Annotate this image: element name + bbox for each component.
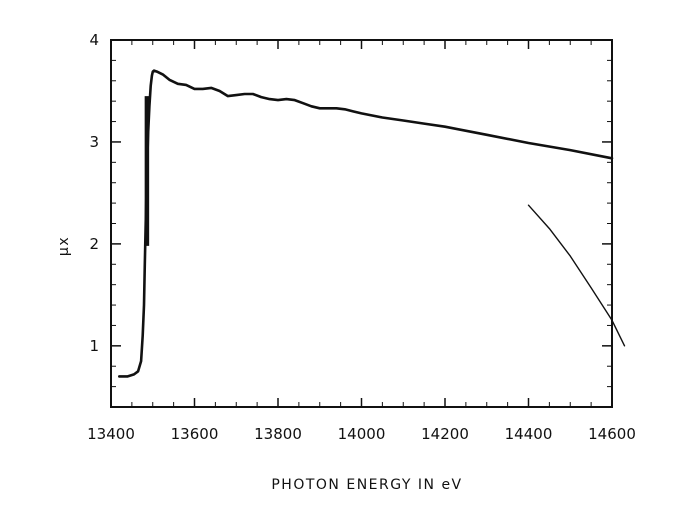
- x-tick-label: 14400: [505, 425, 553, 443]
- x-tick-label: 13400: [87, 425, 135, 443]
- tick-labels: 13400 13600 13800 14000 14200 14400 14600 1 2 3 4: [87, 31, 636, 443]
- plot-border: [110, 39, 613, 408]
- y-tick-label: 4: [89, 31, 99, 49]
- y-axis-title: μx: [56, 236, 72, 256]
- y-tick-label: 1: [89, 337, 99, 355]
- absorption-curve: [118, 69, 614, 378]
- x-tick-label: 14000: [338, 425, 386, 443]
- x-tick-label: 14200: [421, 425, 469, 443]
- y-tick-label: 3: [89, 133, 99, 151]
- x-tick-label: 13600: [171, 425, 219, 443]
- axis-ticks: [110, 39, 613, 407]
- y-tick-label: 2: [89, 235, 99, 253]
- secondary-curve: [527, 204, 626, 347]
- x-tick-label: 13800: [254, 425, 302, 443]
- plot-frame: [110, 39, 613, 408]
- series-layer: [118, 69, 626, 378]
- x-axis-title: PHOTON ENERGY IN eV: [271, 477, 462, 493]
- x-tick-label: 14600: [588, 425, 636, 443]
